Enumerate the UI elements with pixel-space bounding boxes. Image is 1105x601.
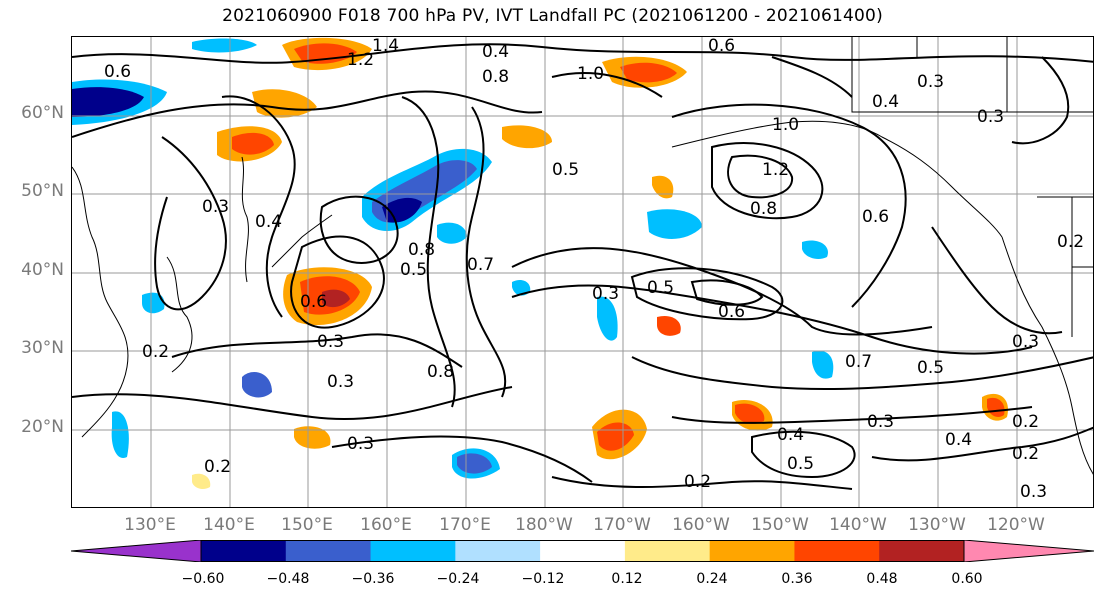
lon-label: 140°E: [203, 515, 255, 535]
contour-label: 0.7: [467, 255, 494, 275]
contour-label: 0.2: [1012, 444, 1039, 464]
contour-label: 0.4: [872, 92, 899, 112]
colorbar-tick: −0.48: [266, 571, 310, 587]
contour-label: 0.4: [482, 42, 509, 62]
contour-label-group: 0.6 1.2 1.4 0.4 0.8 1.0 0.6 0.3 0.4 0.3 …: [104, 37, 1084, 502]
contour-label: 1.0: [772, 115, 799, 135]
colorbar: [70, 539, 1095, 563]
lon-label: 120°W: [987, 515, 1045, 535]
contour-label: 1.2: [762, 160, 789, 180]
contour-label: 0.2: [1057, 232, 1084, 252]
contour-label: 0.3: [327, 372, 354, 392]
contour-label: 0.3: [317, 332, 344, 352]
colorbar-tick: 0.60: [951, 571, 983, 587]
colorbar-tick: 0.24: [696, 571, 728, 587]
contour-label: 0.3: [1020, 482, 1047, 502]
lon-label: 150°W: [751, 515, 809, 535]
contour-label: 0.3: [347, 434, 374, 454]
colorbar-swatch: [709, 540, 795, 562]
contour-label: 0.8: [408, 240, 435, 260]
colorbar-frame: [200, 540, 965, 562]
contour-lines: [72, 43, 1093, 490]
contour-label: 0.2: [1012, 412, 1039, 432]
colorbar-tick: −0.36: [351, 571, 395, 587]
colorbar-extend-low: [70, 539, 202, 563]
colorbar-swatch: [794, 540, 880, 562]
lon-label: 170°E: [439, 515, 491, 535]
contour-label: 0.4: [945, 430, 972, 450]
contour-label: 0.3: [1012, 332, 1039, 352]
contour-label: 0.3: [592, 284, 619, 304]
lat-label: 40°N: [21, 260, 64, 280]
contour-label: 0.4: [255, 212, 282, 232]
contour-label: 0.6: [708, 37, 735, 56]
lon-label: 170°W: [593, 515, 651, 535]
colorbar-tick: 0.36: [781, 571, 813, 587]
lon-label: 160°E: [360, 515, 412, 535]
contour-label: 0.6: [104, 62, 131, 82]
colorbar-tick: 0.48: [866, 571, 898, 587]
contour-label: 1.2: [347, 50, 374, 70]
contour-label: 0.5: [552, 160, 579, 180]
contour-label: 0.3: [917, 72, 944, 92]
contour-label: 0.6: [862, 207, 889, 227]
lon-label: 150°E: [281, 515, 333, 535]
contour-label: 0.3: [977, 107, 1004, 127]
contour-label: 0.6: [300, 292, 327, 312]
contour-label: 0.5: [647, 278, 674, 298]
contour-label: 0.2: [204, 457, 231, 477]
contour-label: 0.5: [400, 260, 427, 280]
contour-label: 0.5: [917, 358, 944, 378]
map-panel: 0.6 1.2 1.4 0.4 0.8 1.0 0.6 0.3 0.4 0.3 …: [71, 36, 1094, 508]
lat-label: 60°N: [21, 103, 64, 123]
contour-label: 0.2: [684, 472, 711, 492]
lon-label: 130°W: [908, 515, 966, 535]
contour-label: 1.4: [372, 37, 399, 56]
map-canvas: 0.6 1.2 1.4 0.4 0.8 1.0 0.6 0.3 0.4 0.3 …: [72, 37, 1093, 507]
lon-label: 180°W: [515, 515, 573, 535]
colorbar-swatch: [370, 540, 456, 562]
colorbar-swatch: [455, 540, 541, 562]
colorbar-tick: 0.12: [611, 571, 643, 587]
contour-label: 0.8: [427, 362, 454, 382]
contour-label: 0.4: [777, 425, 804, 445]
colorbar-swatch: [285, 540, 372, 562]
lon-label: 130°E: [124, 515, 176, 535]
plot-title: 2021060900 F018 700 hPa PV, IVT Landfall…: [222, 6, 883, 26]
contour-label: 0.7: [845, 352, 872, 372]
graticule: [72, 37, 1093, 507]
lon-label: 160°W: [672, 515, 730, 535]
colorbar-swatch: [201, 540, 287, 562]
shaded-anomalies: [72, 37, 1008, 490]
colorbar-swatch: [624, 540, 711, 562]
colorbar-swatch: [879, 540, 965, 562]
contour-label: 0.5: [787, 454, 814, 474]
lat-label: 50°N: [21, 181, 64, 201]
colorbar-swatches: [70, 539, 1095, 563]
colorbar-tick: −0.60: [181, 571, 225, 587]
contour-label: 0.3: [867, 412, 894, 432]
lat-label: 20°N: [21, 417, 64, 437]
contour-label: 0.3: [202, 197, 229, 217]
contour-label: 0.2: [142, 342, 169, 362]
colorbar-swatch: [540, 540, 626, 562]
contour-label: 0.8: [750, 199, 777, 219]
contour-label: 0.8: [482, 67, 509, 87]
colorbar-tick: −0.12: [521, 571, 565, 587]
colorbar-tick: −0.24: [436, 571, 480, 587]
colorbar-extend-high: [963, 539, 1095, 563]
contour-label: 1.0: [577, 64, 604, 84]
contour-label: 0.6: [718, 302, 745, 322]
lat-label: 30°N: [21, 338, 64, 358]
coastlines: [72, 37, 1093, 475]
lon-label: 140°W: [829, 515, 887, 535]
